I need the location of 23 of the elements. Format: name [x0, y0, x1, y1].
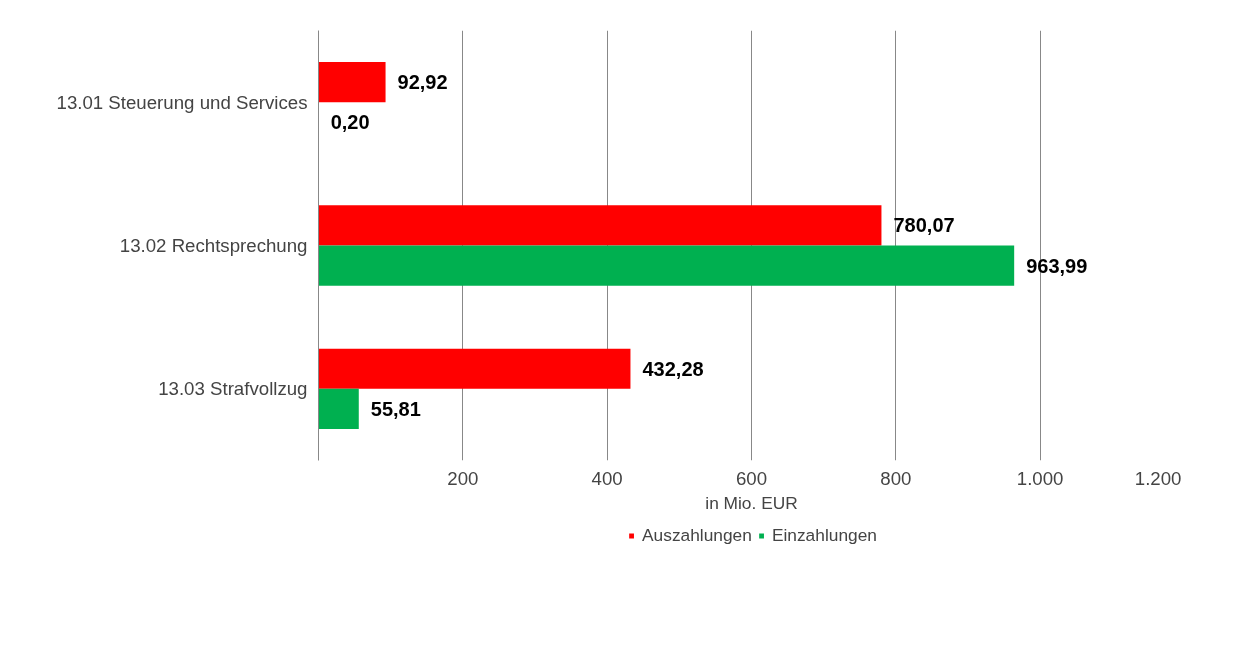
x-tick-label: 400 — [591, 467, 623, 489]
data-label: 92,92 — [397, 71, 448, 94]
data-label: 780,07 — [893, 214, 955, 237]
legend-label: Einzahlungen — [771, 524, 877, 546]
bar — [318, 205, 882, 246]
data-label: 55,81 — [370, 397, 421, 420]
y-tick-label: 13.03 Strafvollzug — [158, 378, 308, 400]
x-tick-label: 600 — [735, 467, 768, 489]
x-tick-label: 800 — [880, 467, 912, 489]
bar — [318, 62, 386, 103]
x-axis-title: in Mio. EUR — [705, 492, 798, 513]
bar — [318, 245, 1015, 286]
x-tick-label: 1.200 — [1134, 467, 1182, 489]
x-tick-label: 1.000 — [1016, 467, 1064, 489]
data-label: 963,99 — [1026, 254, 1088, 277]
legend-label: Auszahlungen — [642, 524, 752, 546]
x-tick-label: 200 — [447, 467, 479, 489]
y-tick-label: 13.02 Rechtsprechung — [119, 235, 308, 256]
data-label: 0,20 — [330, 111, 370, 134]
y-tick-label: 13.01 Steuerung und Services — [56, 91, 308, 113]
data-label: 432,28 — [642, 357, 704, 380]
bar — [318, 388, 359, 429]
bar — [318, 348, 631, 389]
